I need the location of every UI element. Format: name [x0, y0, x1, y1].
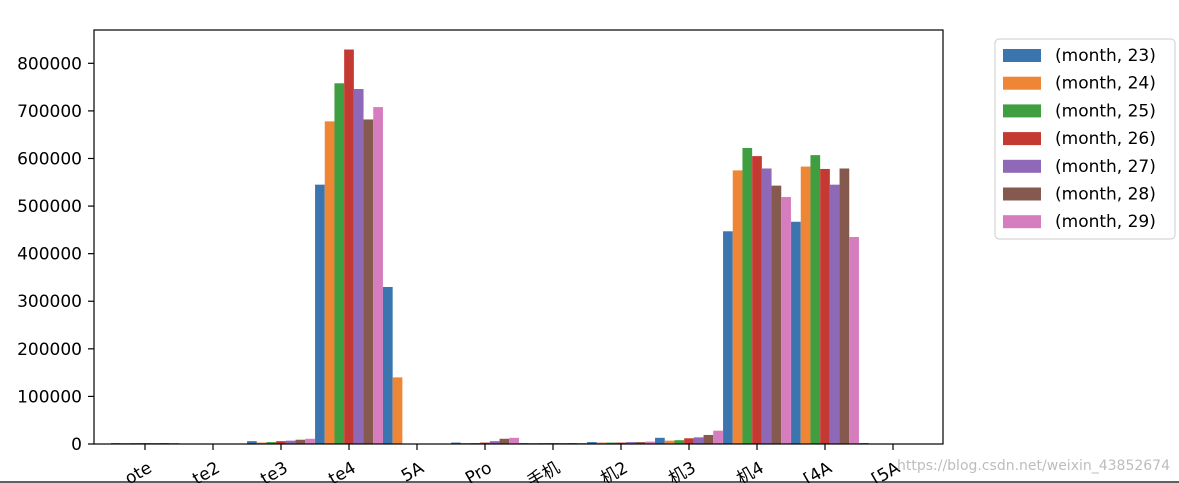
- bar: [266, 442, 277, 444]
- legend: (month, 23) (month, 24) (month, 25) (month,…: [994, 38, 1176, 240]
- bar: [363, 119, 374, 445]
- bar: [344, 49, 354, 444]
- bar: [489, 441, 500, 444]
- y-tick-label: 0: [71, 435, 82, 455]
- bar: [285, 440, 296, 444]
- x-tick-label: 机4: [733, 458, 767, 483]
- bar: [353, 89, 364, 444]
- y-tick-label: 100000: [17, 387, 82, 407]
- legend-swatch: [1003, 49, 1041, 62]
- bar: [781, 197, 791, 444]
- bar: [742, 148, 753, 444]
- bar: [635, 442, 646, 444]
- legend-swatch: [1003, 104, 1041, 118]
- bar: [674, 440, 685, 444]
- bar: [771, 185, 782, 445]
- bar: [392, 377, 403, 444]
- bar: [703, 434, 714, 444]
- y-tick-label: 800000: [17, 54, 82, 74]
- legend-label: (month, 28): [1055, 185, 1156, 205]
- legend-label: (month, 24): [1055, 74, 1156, 94]
- bar: [800, 166, 811, 444]
- x-tick-label: 5A: [398, 458, 428, 483]
- bar: [645, 441, 655, 444]
- y-tick-label: 500000: [17, 197, 82, 217]
- y-tick-label: 300000: [17, 292, 82, 312]
- x-axis: ote te2 te3 te4 5A Pro 手机 机2 机3 机4 [4A [5A: [122, 444, 904, 483]
- x-tick-label: 机3: [665, 458, 699, 483]
- x-tick-label: Pro: [462, 458, 495, 483]
- legend-label: (month, 29): [1055, 212, 1156, 232]
- x-tick-label: 机2: [597, 458, 631, 483]
- y-axis: 0 100000 200000 300000 400000 500000 600000 700…: [17, 54, 94, 455]
- bar: [752, 156, 762, 444]
- bar: [684, 438, 694, 444]
- legend-swatch: [1003, 132, 1041, 146]
- bar: [509, 437, 519, 444]
- x-tick-label: ote: [122, 458, 156, 483]
- y-tick-label: 200000: [17, 340, 82, 360]
- y-tick-label: 700000: [17, 102, 82, 122]
- bar: [480, 442, 490, 444]
- bar: [761, 168, 772, 445]
- bar: [587, 442, 597, 444]
- bar: [723, 231, 733, 444]
- x-tick-label: te3: [257, 458, 291, 483]
- legend-swatch: [1003, 187, 1041, 201]
- plot-frame: [93, 29, 944, 445]
- watermark: https://blog.csdn.net/weixin_43852674: [897, 458, 1170, 474]
- bar: [382, 286, 393, 444]
- bar: [839, 168, 850, 445]
- bar: [664, 440, 675, 444]
- y-tick-label: 400000: [17, 245, 82, 265]
- legend-swatch: [1003, 76, 1041, 90]
- bar: [616, 442, 626, 444]
- bar: [713, 430, 723, 444]
- bar: [625, 442, 636, 444]
- bar: [849, 237, 859, 444]
- y-tick-label: 600000: [17, 149, 82, 169]
- bar: [596, 442, 607, 444]
- bar: [334, 83, 345, 445]
- bar: [276, 441, 286, 444]
- legend-label: (month, 27): [1055, 157, 1156, 177]
- bar: [315, 184, 325, 444]
- legend-label: (month, 26): [1055, 129, 1156, 149]
- bar: [451, 442, 461, 444]
- legend-swatch: [1003, 159, 1041, 173]
- bar: [791, 221, 801, 444]
- bar: [693, 437, 704, 444]
- legend-swatch: [1003, 215, 1041, 229]
- bar: [810, 155, 821, 444]
- bar: [373, 107, 383, 444]
- bar: [256, 442, 267, 444]
- x-tick-label: te4: [325, 458, 359, 483]
- bars-group: [111, 49, 869, 445]
- bar: [820, 168, 830, 444]
- x-tick-label: te2: [189, 458, 223, 483]
- bar: [732, 170, 743, 444]
- bar: [305, 438, 315, 444]
- bar: [829, 184, 840, 444]
- bar: [247, 441, 257, 444]
- bar: [499, 438, 510, 444]
- bar: [655, 437, 665, 444]
- x-tick-label: 手机: [524, 458, 563, 483]
- legend-label: (month, 25): [1055, 101, 1156, 121]
- x-tick-label: [4A: [800, 458, 836, 483]
- bar: [606, 442, 617, 444]
- bar: [324, 121, 335, 445]
- bar: [295, 439, 306, 444]
- legend-label: (month, 23): [1055, 46, 1156, 66]
